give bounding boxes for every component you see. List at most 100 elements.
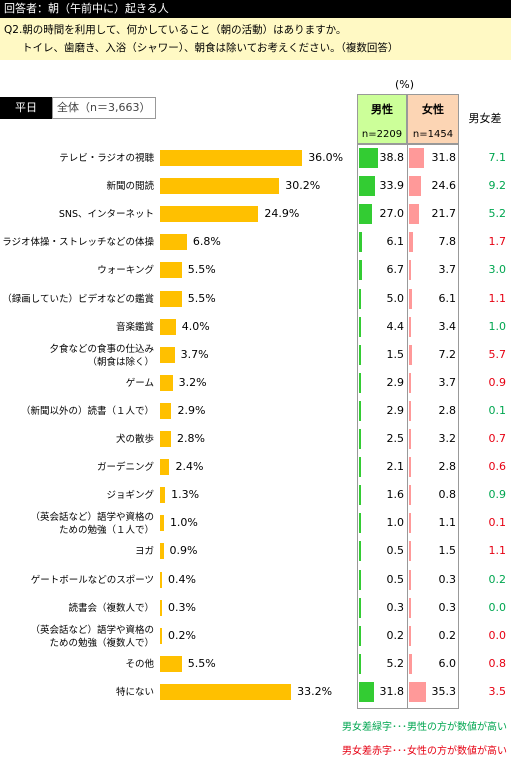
chart-row: ガーデニング 2.4% 2.1 2.8 0.6 <box>0 457 511 487</box>
male-value: 2.9 <box>386 376 405 389</box>
category-label: （新聞以外の）読書（１人で） <box>0 405 154 418</box>
male-bar <box>359 176 376 196</box>
total-value-label: 4.0% <box>181 320 210 333</box>
category-label-line: 音楽鑑賞 <box>115 322 154 333</box>
chart-row: 読書会（複数人で） 0.3% 0.3 0.3 0.0 <box>0 598 511 628</box>
female-sample-size: n=1454 <box>412 129 454 140</box>
total-value-label: 2.9% <box>177 404 206 417</box>
category-label: ジョギング <box>0 489 154 502</box>
male-bar <box>359 682 375 702</box>
chart-row: その他 5.5% 5.2 6.0 0.8 <box>0 654 511 684</box>
gender-difference-value: 0.9 <box>488 488 507 501</box>
female-bar <box>409 457 411 477</box>
male-value: 5.0 <box>386 292 405 305</box>
category-label-line: 犬の散歩 <box>115 434 154 445</box>
total-bar <box>160 319 176 335</box>
female-label: 女性 <box>422 103 444 116</box>
category-label-line: ガーデニング <box>96 462 154 473</box>
gender-difference-value: 0.6 <box>488 460 507 473</box>
total-bar <box>160 262 182 278</box>
category-label-line: その他 <box>125 659 154 670</box>
chart-row: 犬の散歩 2.8% 2.5 3.2 0.7 <box>0 429 511 459</box>
total-bar <box>160 234 187 250</box>
female-bar <box>409 429 411 449</box>
category-label-line: （朝食は除く） <box>87 357 154 368</box>
female-value: 35.3 <box>431 685 457 698</box>
gender-difference-value: 3.5 <box>488 685 507 698</box>
female-bar <box>409 148 425 168</box>
chart-row: （英会話など）語学や資格の ための勉強（複数人で） 0.2% 0.2 0.2 0.0 <box>0 625 511 656</box>
female-value: 24.6 <box>431 179 457 192</box>
category-label-line: ための勉強（１人で） <box>58 525 154 536</box>
category-label: テレビ・ラジオの視聴 <box>0 152 154 165</box>
category-label-line: ラジオ体操・ストレッチなどの体操 <box>2 237 154 248</box>
female-bar <box>409 176 421 196</box>
total-bar <box>160 543 164 559</box>
chart-row: ラジオ体操・ストレッチなどの体操 6.8% 6.1 7.8 1.7 <box>0 232 511 262</box>
chart-row: 音楽鑑賞 4.0% 4.4 3.4 1.0 <box>0 317 511 347</box>
female-value: 3.4 <box>438 320 457 333</box>
category-label: （英会話など）語学や資格の ための勉強（１人で） <box>0 511 154 537</box>
total-bar <box>160 291 182 307</box>
male-value: 1.5 <box>386 348 405 361</box>
male-bar <box>359 513 361 533</box>
total-bar <box>160 600 162 616</box>
female-value: 31.8 <box>431 151 457 164</box>
total-value-label: 36.0% <box>308 151 344 164</box>
total-value-label: 3.2% <box>178 376 207 389</box>
gender-difference-value: 0.7 <box>488 432 507 445</box>
female-value: 0.3 <box>438 573 457 586</box>
question-box: Q2.朝の時間を利用して、何かしていること（朝の活動）はありますか。 トイレ、歯… <box>0 18 511 60</box>
category-label-line: ウォーキング <box>97 265 154 276</box>
male-value: 2.5 <box>386 432 405 445</box>
category-label-line: ゲートボールなどのスポーツ <box>30 575 154 586</box>
female-bar <box>409 317 411 337</box>
female-bar <box>409 654 412 674</box>
female-bar <box>409 204 420 224</box>
total-value-label: 5.5% <box>187 263 216 276</box>
female-value: 6.0 <box>438 657 457 670</box>
unit-label: (%) <box>395 78 415 91</box>
male-bar <box>359 401 361 421</box>
gender-difference-header: 男女差 <box>468 112 502 125</box>
chart-row: ヨガ 0.9% 0.5 1.5 1.1 <box>0 541 511 571</box>
total-bar <box>160 487 166 503</box>
female-column-header: 女性 n=1454 <box>407 94 459 144</box>
total-bar <box>160 206 259 222</box>
female-bar <box>409 260 411 280</box>
category-label: ラジオ体操・ストレッチなどの体操 <box>0 236 154 249</box>
chart-row: （新聞以外の）読書（１人で） 2.9% 2.9 2.8 0.1 <box>0 401 511 431</box>
total-value-label: 3.7% <box>180 348 209 361</box>
total-value-label: 1.3% <box>171 488 200 501</box>
female-value: 3.7 <box>438 263 457 276</box>
female-bar <box>409 513 411 533</box>
male-column-header: 男性 n=2209 <box>357 94 407 144</box>
male-value: 1.0 <box>386 516 405 529</box>
female-bar <box>409 401 411 421</box>
chart-row: 新聞の閲読 30.2% 33.9 24.6 9.2 <box>0 176 511 206</box>
male-bar <box>359 457 361 477</box>
category-label-line: 夕食などの食事の仕込み <box>49 344 154 355</box>
footnote-red: 男女差赤字･･･女性の方が数値が高い <box>342 746 507 757</box>
male-value: 0.2 <box>386 629 405 642</box>
category-label: ゲーム <box>0 377 154 390</box>
total-value-label: 0.4% <box>168 573 196 586</box>
gender-difference-value: 0.8 <box>488 657 507 670</box>
category-label: 読書会（複数人で） <box>0 602 154 615</box>
female-value: 0.3 <box>438 601 457 614</box>
male-value: 5.2 <box>386 657 405 670</box>
total-value-label: 24.9% <box>264 207 300 220</box>
female-bar <box>409 485 411 505</box>
total-value-label: 0.3% <box>168 601 196 614</box>
category-label: （録画していた）ビデオなどの鑑賞 <box>0 293 154 306</box>
female-bar <box>409 682 426 702</box>
male-bar <box>359 541 361 561</box>
chart-row: ジョギング 1.3% 1.6 0.8 0.9 <box>0 485 511 515</box>
weekday-tag: 平日 <box>0 97 52 119</box>
category-label: 音楽鑑賞 <box>0 321 154 334</box>
gender-difference-value: 1.7 <box>488 235 507 248</box>
gender-difference-value: 1.0 <box>488 320 507 333</box>
category-label: ガーデニング <box>0 461 154 474</box>
male-bar <box>359 485 361 505</box>
chart-row: （録画していた）ビデオなどの鑑賞 5.5% 5.0 6.1 1.1 <box>0 289 511 319</box>
